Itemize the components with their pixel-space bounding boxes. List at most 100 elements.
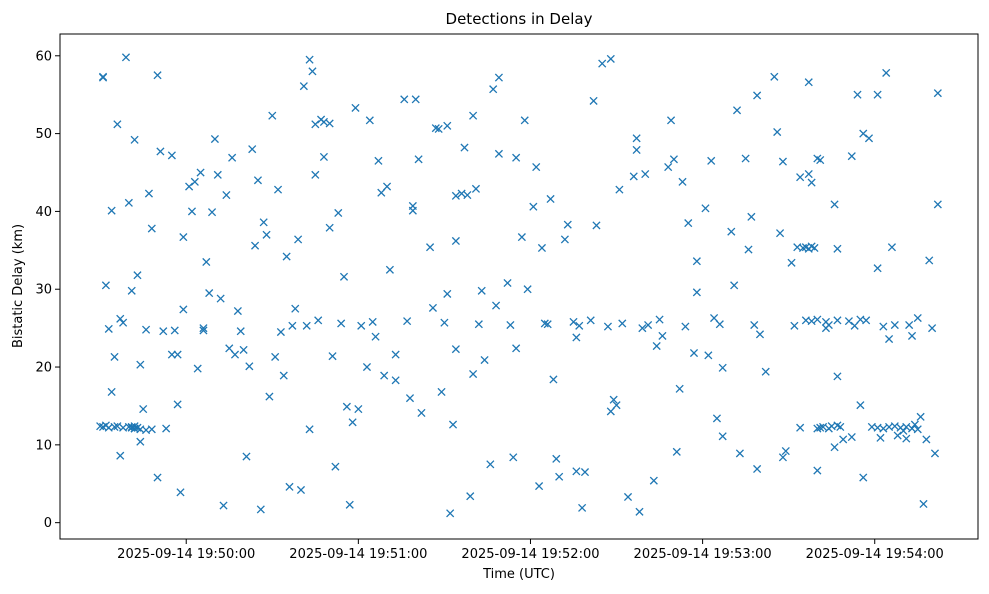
x-tick-label: 2025-09-14 19:51:00 <box>289 547 427 562</box>
data-point <box>807 178 816 187</box>
data-point <box>540 319 549 328</box>
data-point <box>615 185 624 194</box>
data-point <box>804 170 813 179</box>
data-point <box>592 221 601 230</box>
data-point <box>928 324 937 333</box>
data-point <box>437 387 446 396</box>
data-point <box>466 492 475 501</box>
data-point <box>339 272 349 281</box>
data-point <box>305 425 314 434</box>
data-point <box>153 71 162 80</box>
y-axis-label: Bistatic Delay (km) <box>11 224 26 348</box>
data-point <box>463 191 472 200</box>
data-point <box>494 149 503 158</box>
data-point <box>873 264 882 273</box>
data-point <box>747 212 756 221</box>
data-point <box>509 453 518 462</box>
data-point <box>196 168 205 177</box>
data-point <box>635 507 644 516</box>
data-point <box>271 352 280 361</box>
data-point <box>116 314 125 323</box>
markers-layer <box>96 53 942 518</box>
data-point <box>905 320 914 330</box>
data-point <box>893 431 902 440</box>
data-point <box>451 236 460 246</box>
data-point <box>474 320 483 329</box>
data-point <box>580 468 590 477</box>
data-point <box>170 326 179 335</box>
data-point <box>268 111 277 120</box>
data-point <box>176 488 185 497</box>
data-point <box>681 322 690 331</box>
data-point <box>273 185 283 194</box>
data-point <box>503 278 512 288</box>
data-point <box>563 220 572 229</box>
data-point <box>572 333 581 342</box>
data-point <box>305 55 314 64</box>
data-point <box>282 252 291 261</box>
data-point <box>603 322 612 331</box>
data-point <box>222 191 231 200</box>
data-point <box>262 230 271 239</box>
data-point <box>365 116 374 125</box>
data-point <box>179 305 188 314</box>
data-point <box>334 208 343 218</box>
data-point <box>512 153 521 162</box>
data-point <box>844 317 853 326</box>
data-point <box>225 344 234 353</box>
data-point <box>167 151 176 160</box>
data-point <box>144 189 153 198</box>
data-point <box>830 443 839 452</box>
data-point <box>632 134 641 143</box>
data-point <box>821 317 831 326</box>
data-point <box>913 425 922 434</box>
data-point <box>440 318 449 327</box>
data-point <box>385 265 394 274</box>
y-tick-label: 20 <box>35 361 52 376</box>
data-point <box>787 258 796 267</box>
data-point <box>664 162 673 172</box>
data-point <box>750 320 759 330</box>
data-point <box>529 202 538 211</box>
data-point <box>331 462 340 471</box>
data-point <box>147 224 156 233</box>
data-point <box>354 404 363 414</box>
data-point <box>494 73 503 82</box>
data-point <box>98 72 108 81</box>
data-point <box>299 82 308 91</box>
data-point <box>523 285 532 294</box>
data-point <box>836 422 845 432</box>
data-point <box>308 67 317 76</box>
data-point <box>469 111 478 120</box>
data-point <box>489 85 498 94</box>
data-point <box>265 392 274 401</box>
data-point <box>296 485 306 495</box>
data-point <box>242 452 251 461</box>
data-point <box>684 219 693 228</box>
data-point <box>380 371 389 380</box>
data-point <box>101 281 110 290</box>
y-tick-label: 10 <box>35 438 52 453</box>
data-point <box>124 198 133 207</box>
data-point <box>417 408 426 418</box>
data-point <box>629 172 638 181</box>
data-point <box>887 243 896 252</box>
data-point <box>925 256 934 265</box>
data-point <box>245 362 254 371</box>
data-point <box>546 194 555 204</box>
data-point <box>291 304 300 313</box>
data-point <box>575 321 584 330</box>
data-point <box>142 325 151 334</box>
data-point <box>239 345 248 354</box>
data-point <box>130 135 139 144</box>
data-point <box>689 348 699 358</box>
data-point <box>302 321 311 330</box>
data-point <box>712 414 722 423</box>
data-point <box>491 301 501 310</box>
data-point <box>882 68 891 77</box>
data-point <box>718 363 727 372</box>
data-point <box>833 316 842 325</box>
data-point <box>864 134 874 143</box>
data-point <box>480 355 489 365</box>
